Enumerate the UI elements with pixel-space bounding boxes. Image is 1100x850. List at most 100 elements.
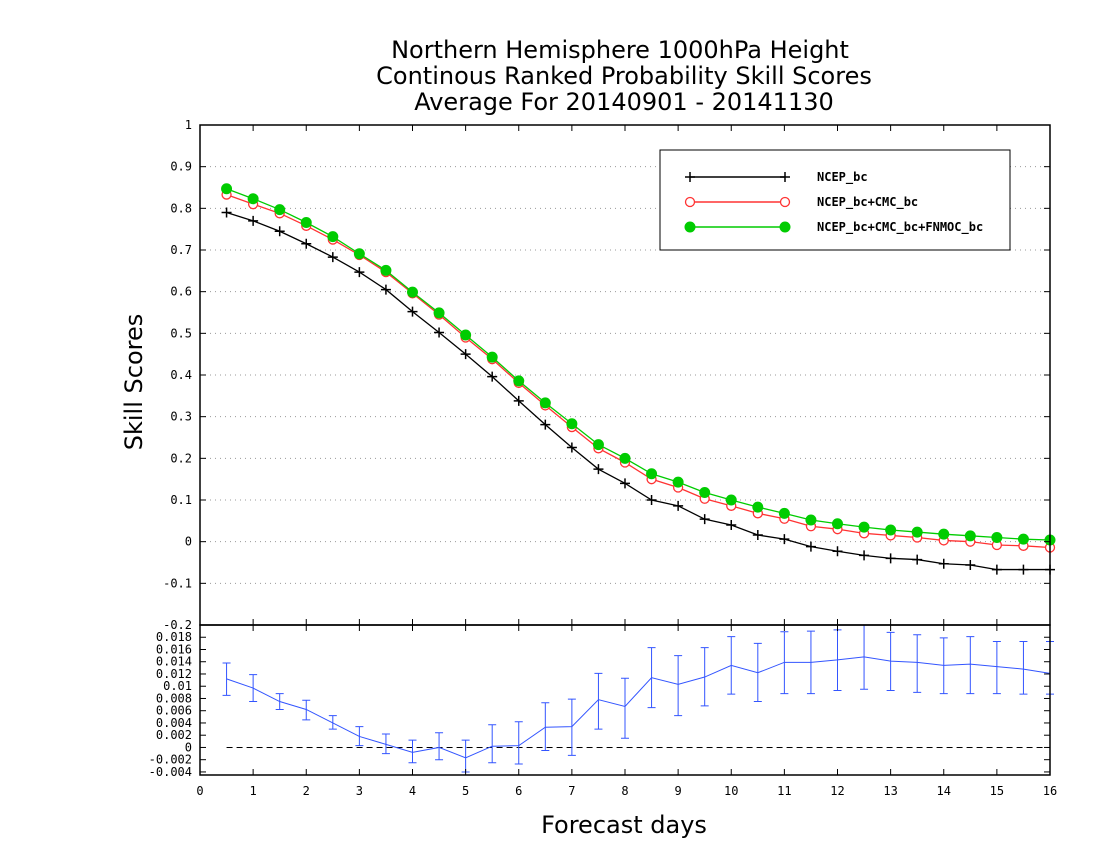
x-tick-label: 8: [621, 784, 628, 798]
legend-marker: [684, 221, 696, 233]
legend-box: [659, 149, 1011, 251]
error-bar: [381, 733, 390, 755]
data-point: [911, 526, 923, 538]
error-bar: [594, 672, 603, 730]
data-point: [752, 501, 764, 513]
data-point: [513, 375, 525, 387]
data-point: [1017, 533, 1029, 545]
error-bar: [700, 647, 709, 707]
data-point: [566, 418, 578, 430]
error-bar: [647, 647, 656, 709]
legend-marker: [779, 221, 791, 233]
data-point: [991, 564, 1002, 575]
data-point: [354, 267, 365, 278]
series-line: [226, 211, 1050, 571]
data-point: [221, 183, 233, 195]
error-bar: [753, 642, 762, 703]
bottom-y-tick-label: -0.004: [149, 765, 192, 779]
x-tick-label: 0: [196, 784, 203, 798]
data-point: [885, 524, 897, 536]
data-point: [858, 521, 870, 533]
data-point: [805, 541, 816, 552]
x-tick-label: 5: [462, 784, 469, 798]
data-point: [938, 558, 949, 569]
bottom-panel-frame: [199, 624, 1051, 776]
bottom-panel-series: [222, 624, 1054, 773]
top-y-tick-label: 0.3: [170, 410, 192, 424]
error-bar: [806, 630, 815, 695]
top-y-tick-label: 1: [185, 118, 192, 132]
data-point: [513, 395, 524, 406]
legend-label: NCEP_bc+CMC_bc: [817, 195, 918, 210]
data-point: [912, 554, 923, 565]
x-tick-label: 10: [724, 784, 738, 798]
error-bar: [222, 662, 231, 696]
x-tick-label: 2: [303, 784, 310, 798]
error-bar: [355, 726, 364, 747]
error-bar: [939, 637, 948, 695]
data-point: [540, 419, 551, 430]
data-point: [434, 327, 445, 338]
top-y-tick-label: 0: [185, 535, 192, 549]
data-point: [566, 442, 577, 453]
x-tick-label: 1: [250, 784, 257, 798]
series-NCEP_bc: [221, 207, 1055, 575]
data-point: [885, 553, 896, 564]
error-bar: [249, 674, 258, 703]
data-point: [938, 528, 950, 540]
data-point: [699, 514, 710, 525]
legend-label: NCEP_bc: [817, 170, 868, 185]
data-point: [301, 238, 312, 249]
data-point: [486, 351, 498, 363]
x-tick-label: 9: [675, 784, 682, 798]
x-tick-label: 4: [409, 784, 416, 798]
chart-title-line-1: Northern Hemisphere 1000hPa Height: [391, 36, 849, 64]
error-bar: [674, 655, 683, 717]
top-y-tick-label: 0.6: [170, 285, 192, 299]
data-point: [805, 514, 817, 526]
x-axis-title: Forecast days: [541, 811, 707, 839]
error-bar: [727, 636, 736, 695]
top-y-tick-label: 0.9: [170, 160, 192, 174]
data-point: [539, 397, 551, 409]
bottom-y-tick-label: 0.014: [156, 655, 192, 669]
top-y-tick-label: 0.2: [170, 451, 192, 465]
data-point: [274, 204, 286, 216]
data-point: [779, 534, 790, 545]
data-point: [965, 560, 976, 570]
x-tick-label: 13: [883, 784, 897, 798]
data-point: [407, 306, 418, 317]
legend-marker: [780, 172, 790, 182]
top-y-tick-label: 0.7: [170, 243, 192, 257]
bottom-y-tick-label: 0.008: [156, 691, 192, 705]
x-tick-label: 15: [990, 784, 1004, 798]
data-point: [327, 252, 338, 263]
data-point: [247, 193, 259, 205]
difference-series: [222, 624, 1054, 773]
bottom-y-tick-label: 0.018: [156, 630, 192, 644]
data-point: [593, 464, 604, 475]
error-bar: [886, 631, 895, 692]
error-bar: [992, 641, 1001, 695]
error-bar: [541, 702, 550, 752]
top-y-tick-label: 0.8: [170, 201, 192, 215]
data-point: [646, 468, 658, 480]
y-axis-title: Skill Scores: [120, 314, 148, 451]
legend-marker: [684, 196, 696, 208]
bottom-y-tick-label: 0.012: [156, 667, 192, 681]
x-tick-label: 16: [1043, 784, 1057, 798]
data-point: [726, 520, 737, 530]
chart-title-line-2: Continous Ranked Probability Skill Score…: [376, 62, 872, 90]
bottom-y-tick-label: 0.004: [156, 716, 192, 730]
bottom-y-tick-label: 0.002: [156, 728, 192, 742]
data-point: [274, 226, 285, 237]
data-point: [991, 532, 1003, 543]
data-point: [859, 550, 870, 561]
chart-title-line-3: Average For 20140901 - 20141130: [414, 88, 834, 116]
data-point: [620, 478, 630, 489]
data-point: [646, 495, 657, 505]
error-bar: [328, 715, 337, 730]
error-bar: [302, 699, 311, 721]
bottom-y-tick-label: 0: [185, 740, 192, 754]
